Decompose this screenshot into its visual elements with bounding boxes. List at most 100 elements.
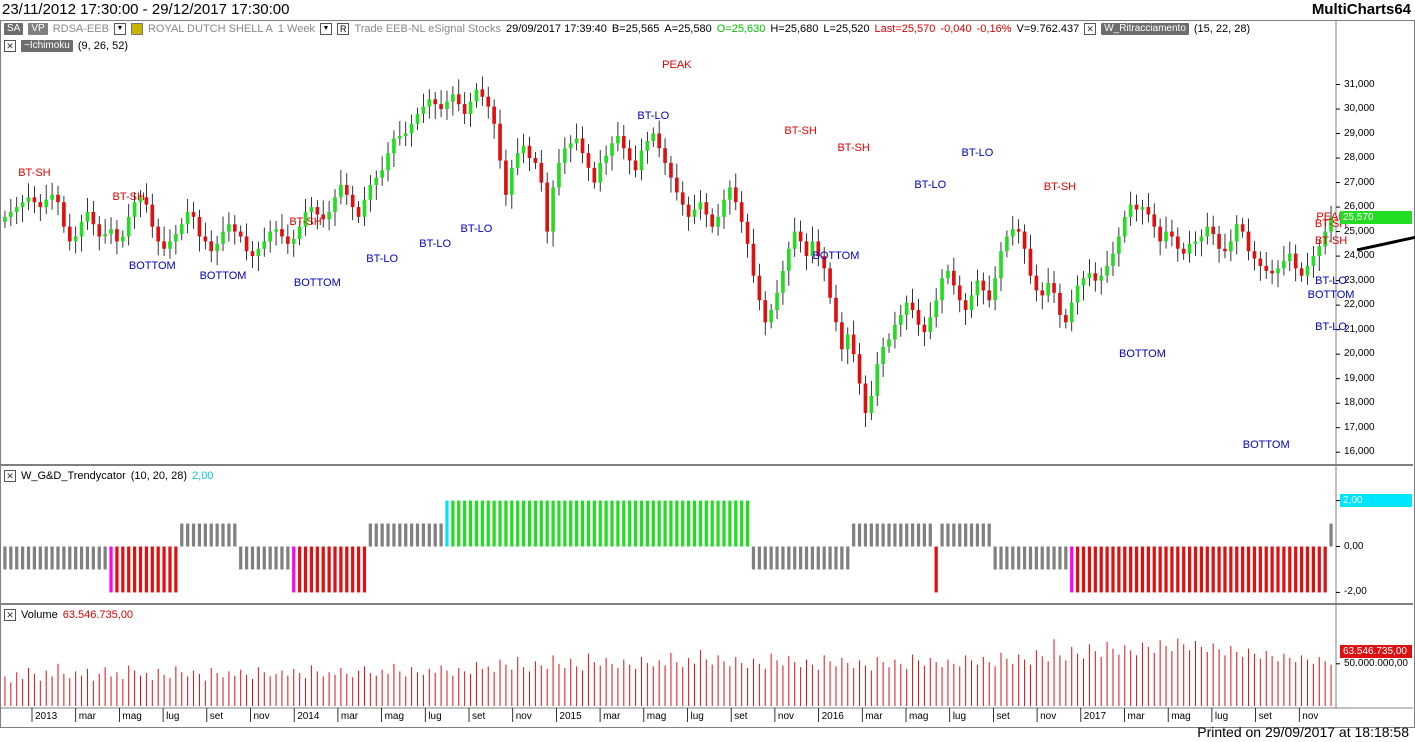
trend-bar [121,546,125,593]
trend-bar [1176,546,1180,593]
candle-body [392,138,396,154]
signal-label: BT-SH [1043,181,1077,194]
study-ichimoku[interactable]: ~Ichimoku [21,40,73,52]
trend-bar [681,500,685,547]
candle-body [1052,283,1056,293]
trend-bar [887,523,891,547]
candle-body [156,226,161,242]
candle-body [1010,229,1015,237]
close-indicator-icon[interactable]: ✕ [4,470,16,482]
trend-bar [981,523,985,547]
candle-body [1305,265,1310,276]
trend-bar [521,500,526,547]
trend-bar [1022,546,1027,570]
signal-label: BT-SH [1314,235,1348,248]
symbol-dropdown-icon[interactable]: ▼ [113,23,126,35]
color-picker-icon[interactable] [130,23,143,35]
trend-bar [516,500,520,547]
signal-label: BT-LO [1315,274,1347,287]
x-tick-label: set [996,711,1010,722]
candle-body [969,295,974,311]
candle-body [1193,241,1198,244]
price-tick-label: 21,000 [1344,323,1375,335]
signal-label: BT-SH [837,142,870,155]
trend-bar [734,500,738,547]
close-study-icon[interactable]: ✕ [1084,23,1097,35]
trend-bar [975,523,980,547]
candle-body [1329,216,1333,232]
trend-bar [463,500,467,547]
candle-body [1240,224,1245,232]
trend-bar [604,500,608,547]
candle-body [545,182,550,232]
candle-body [722,199,726,217]
pane-separator-1[interactable] [1,464,1413,466]
close-volume-icon[interactable]: ✕ [4,609,16,621]
trend-bar [103,546,107,570]
candle-body [1152,214,1157,227]
candle-body [250,251,255,257]
trend-bar [1028,546,1033,570]
candle-body [398,135,402,139]
candle-body [1158,226,1162,242]
candle-body [286,236,290,244]
trend-bar [292,546,296,593]
trend-bar [486,500,490,547]
signal-label: BT-SH [18,166,51,179]
candle-body [327,211,331,220]
x-tick-label: 2013 [35,711,58,722]
x-tick-label: 2014 [297,711,320,722]
trend-bar [910,523,915,547]
study-ritracciamento[interactable]: W_Ritracciamento [1101,23,1189,35]
trend-bar [227,523,231,547]
trend-bar [38,546,42,570]
candle-body [940,278,944,301]
candle-body [91,211,96,225]
trend-bar [645,500,649,547]
pane-separator-2[interactable] [1,603,1413,605]
trend-bar [162,546,166,593]
trend-bar [928,523,932,547]
candle-body [604,155,608,163]
trend-bar [946,523,950,547]
price-tick-label: 18,000 [1344,397,1375,409]
candle-body [1081,278,1086,286]
x-tick-label: mag [384,711,405,722]
trend-bar [504,500,508,547]
trend-bar [852,523,856,547]
vp-tag[interactable]: VP [28,23,48,35]
candle-body [339,185,343,198]
candle-body [79,221,84,237]
trend-bar [457,500,461,547]
price-pane-header: SA VP RDSA-EEB ▼ ROYAL DUTCH SHELL A 1 W… [4,23,1250,35]
candle-body [1087,273,1092,279]
volume-last-marker: 63.546.735,00 [1340,645,1412,659]
candle-body [710,214,715,227]
trend-bar [62,546,66,570]
candle-body [509,167,514,195]
volume-readout: V=9.762.437 [1016,23,1080,35]
trend-bar [899,523,903,547]
candle-body [32,197,37,203]
candle-body [651,133,656,141]
trend-bar [881,523,885,547]
signal-label: BOTTOM [1119,348,1166,361]
x-tick-label: mag [909,711,929,722]
x-tick-label: nov [1040,711,1057,722]
candle-body [792,231,797,249]
interval-dropdown-icon[interactable]: ▼ [319,23,332,35]
candle-body [445,101,449,110]
trend-bar [1182,546,1186,593]
sa-tag[interactable]: SA [4,23,24,35]
x-tick-label: 2016 [821,711,844,722]
price-tick-label: 31,000 [1344,78,1375,90]
trend-bar [274,546,278,570]
candle-body [14,207,19,212]
trend-bar [1093,546,1097,593]
trend-bar [722,500,726,547]
close-ichimoku-icon[interactable]: ✕ [4,40,16,52]
candle-body [781,270,785,293]
r-button[interactable]: R [336,23,350,35]
last-price-marker: 25,570 [1340,210,1412,224]
